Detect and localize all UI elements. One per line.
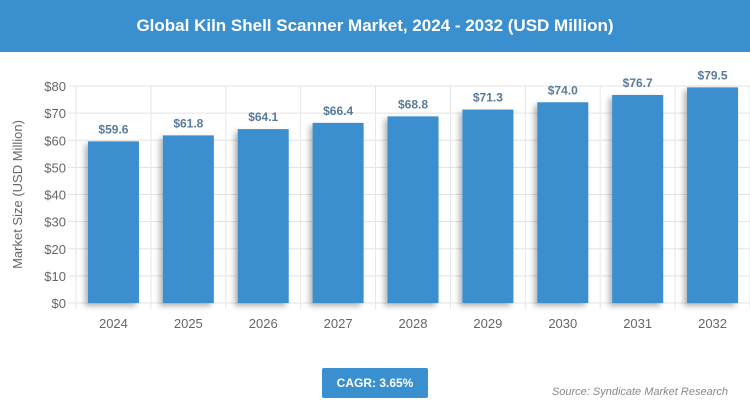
data-label: $59.6 — [98, 122, 128, 136]
data-label: $64.1 — [248, 110, 278, 124]
data-label: $76.7 — [623, 76, 653, 90]
data-label: $79.5 — [698, 68, 728, 82]
bar-2027 — [312, 122, 364, 303]
x-tick-label: 2028 — [399, 316, 428, 331]
y-tick-label: $60 — [44, 133, 66, 148]
x-tick-label: 2027 — [324, 316, 353, 331]
y-axis-title: Market Size (USD Million) — [10, 120, 25, 269]
bar-2025 — [162, 135, 214, 303]
y-tick-label: $70 — [44, 106, 66, 121]
data-label: $71.3 — [473, 91, 503, 105]
x-tick-label: 2024 — [99, 316, 128, 331]
chart-title: Global Kiln Shell Scanner Market, 2024 -… — [0, 0, 750, 52]
bar-2032 — [687, 87, 739, 303]
y-tick-label: $30 — [44, 215, 66, 230]
y-tick-label: $10 — [44, 269, 66, 284]
x-tick-label: 2026 — [249, 316, 278, 331]
bar-2024 — [87, 141, 139, 303]
bar-2031 — [612, 94, 664, 303]
data-label: $68.8 — [398, 97, 428, 111]
bar-2028 — [387, 116, 439, 303]
x-tick-label: 2025 — [174, 316, 203, 331]
x-tick-label: 2032 — [698, 316, 727, 331]
y-tick-label: $20 — [44, 242, 66, 257]
data-label: $66.4 — [323, 104, 353, 118]
bar-2026 — [237, 129, 289, 303]
y-tick-label: $0 — [52, 296, 66, 311]
data-label: $61.8 — [173, 116, 203, 130]
bar-2030 — [537, 102, 589, 304]
data-label: $74.0 — [548, 83, 578, 97]
x-tick-label: 2031 — [623, 316, 652, 331]
source-note: Source: Syndicate Market Research — [551, 386, 728, 398]
x-tick-label: 2029 — [473, 316, 502, 331]
cagr-badge: CAGR: 3.65% — [322, 368, 428, 398]
y-tick-label: $40 — [44, 188, 66, 203]
y-tick-label: $80 — [44, 79, 66, 94]
x-tick-label: 2030 — [548, 316, 577, 331]
bar-chart: $0 $10 $20 $30 $40 $50 $60 $70 $80 $59.6 2024 $61.8… — [10, 68, 750, 331]
bar-2029 — [462, 109, 514, 303]
y-tick-label: $50 — [44, 160, 66, 175]
